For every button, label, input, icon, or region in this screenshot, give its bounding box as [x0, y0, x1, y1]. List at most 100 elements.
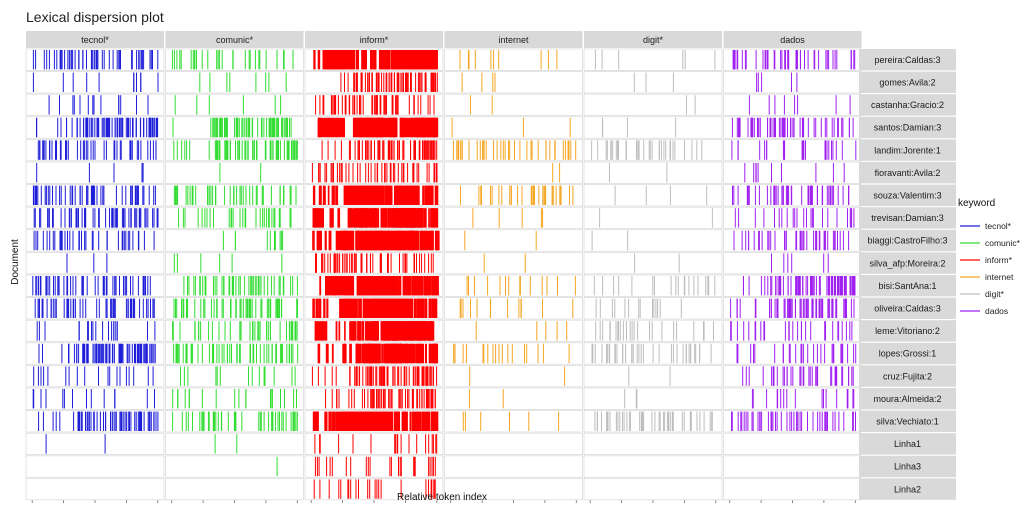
dispersion-mark	[768, 230, 770, 251]
dispersion-mark	[331, 185, 334, 205]
dispersion-mark	[52, 230, 54, 251]
dispersion-mark	[751, 117, 753, 138]
dispersion-mark	[318, 117, 345, 138]
dispersion-mark	[834, 276, 835, 296]
dispersion-mark	[354, 321, 357, 341]
dispersion-mark	[397, 50, 405, 70]
dispersion-mark	[252, 185, 254, 205]
dispersion-mark	[86, 185, 88, 205]
dispersion-mark	[429, 343, 432, 364]
dispersion-mark	[242, 298, 244, 318]
dispersion-mark	[224, 117, 226, 138]
dispersion-mark	[421, 411, 424, 431]
dispersion-mark	[388, 50, 390, 70]
dispersion-mark	[64, 208, 66, 228]
dispersion-mark	[414, 456, 416, 477]
dispersion-mark	[268, 411, 270, 431]
panel-cell	[444, 432, 583, 456]
dispersion-mark	[835, 140, 837, 160]
dispersion-mark	[405, 343, 408, 364]
dispersion-mark	[157, 72, 159, 92]
dispersion-mark	[138, 208, 140, 228]
dispersion-mark	[783, 389, 785, 409]
dispersion-mark	[462, 411, 464, 431]
dispersion-mark	[86, 411, 88, 431]
dispersion-mark	[737, 140, 739, 160]
dispersion-mark	[183, 366, 185, 386]
dispersion-mark	[348, 140, 350, 160]
dispersion-mark	[837, 117, 839, 138]
dispersion-mark	[436, 185, 439, 205]
dispersion-mark	[282, 276, 284, 296]
dispersion-mark	[846, 389, 848, 409]
row-label-landim-jorente-1: landim:Jorente:1	[874, 145, 941, 155]
dispersion-mark	[764, 276, 766, 296]
dispersion-mark	[639, 411, 641, 431]
dispersion-mark	[564, 140, 566, 160]
dispersion-mark	[738, 117, 740, 138]
dispersion-mark	[176, 343, 178, 364]
dispersion-mark	[844, 298, 846, 318]
dispersion-mark	[782, 366, 784, 386]
dispersion-mark	[755, 321, 757, 341]
dispersion-mark	[357, 50, 359, 70]
dispersion-mark	[454, 343, 456, 364]
dispersion-mark	[407, 389, 409, 409]
dispersion-mark	[602, 117, 604, 138]
dispersion-mark	[76, 208, 78, 228]
dispersion-mark	[360, 117, 363, 138]
dispersion-mark	[54, 298, 56, 318]
dispersion-mark	[405, 411, 408, 431]
dispersion-mark	[824, 411, 826, 431]
dispersion-mark	[558, 411, 560, 431]
dispersion-mark	[775, 185, 777, 205]
panel-cell	[25, 410, 165, 433]
dispersion-mark	[426, 366, 428, 386]
dispersion-mark	[94, 50, 96, 70]
dispersion-mark	[435, 117, 439, 138]
dispersion-mark	[827, 230, 829, 251]
dispersion-mark	[118, 95, 120, 115]
dispersion-mark	[311, 366, 313, 386]
dispersion-mark	[101, 50, 103, 70]
dispersion-mark	[256, 185, 258, 205]
dispersion-mark	[41, 298, 43, 318]
dispersion-mark	[226, 140, 228, 160]
dispersion-mark	[349, 95, 351, 115]
facet-strip-label: dados	[780, 35, 805, 45]
dispersion-mark	[114, 208, 116, 228]
dispersion-mark	[376, 343, 379, 364]
dispersion-mark	[766, 185, 768, 205]
dispersion-mark	[554, 140, 556, 160]
dispersion-mark	[203, 298, 205, 318]
dispersion-mark	[279, 208, 280, 228]
dispersion-mark	[413, 230, 416, 251]
dispersion-mark	[129, 117, 131, 138]
dispersion-mark	[367, 456, 369, 477]
dispersion-mark	[805, 321, 807, 341]
dispersion-mark	[640, 411, 642, 431]
dispersion-mark	[789, 298, 790, 318]
dispersion-mark	[276, 298, 278, 318]
dispersion-mark	[245, 298, 247, 318]
dispersion-mark	[52, 185, 53, 205]
dispersion-mark	[842, 185, 844, 205]
dispersion-mark	[556, 321, 558, 341]
dispersion-mark	[831, 117, 833, 138]
dispersion-mark	[329, 411, 332, 431]
dispersion-mark	[125, 185, 127, 205]
dispersion-mark	[136, 208, 138, 228]
dispersion-mark	[36, 117, 38, 138]
dispersion-mark	[552, 185, 554, 205]
dispersion-mark	[157, 117, 159, 138]
dispersion-mark	[387, 366, 389, 386]
dispersion-mark	[331, 456, 333, 477]
dispersion-mark	[627, 230, 629, 251]
dispersion-mark	[424, 230, 427, 251]
dispersion-mark	[845, 298, 847, 318]
dispersion-mark	[334, 95, 336, 115]
dispersion-mark	[531, 140, 533, 160]
dispersion-mark	[428, 185, 432, 205]
dispersion-mark	[394, 434, 396, 454]
dispersion-mark	[140, 343, 142, 364]
